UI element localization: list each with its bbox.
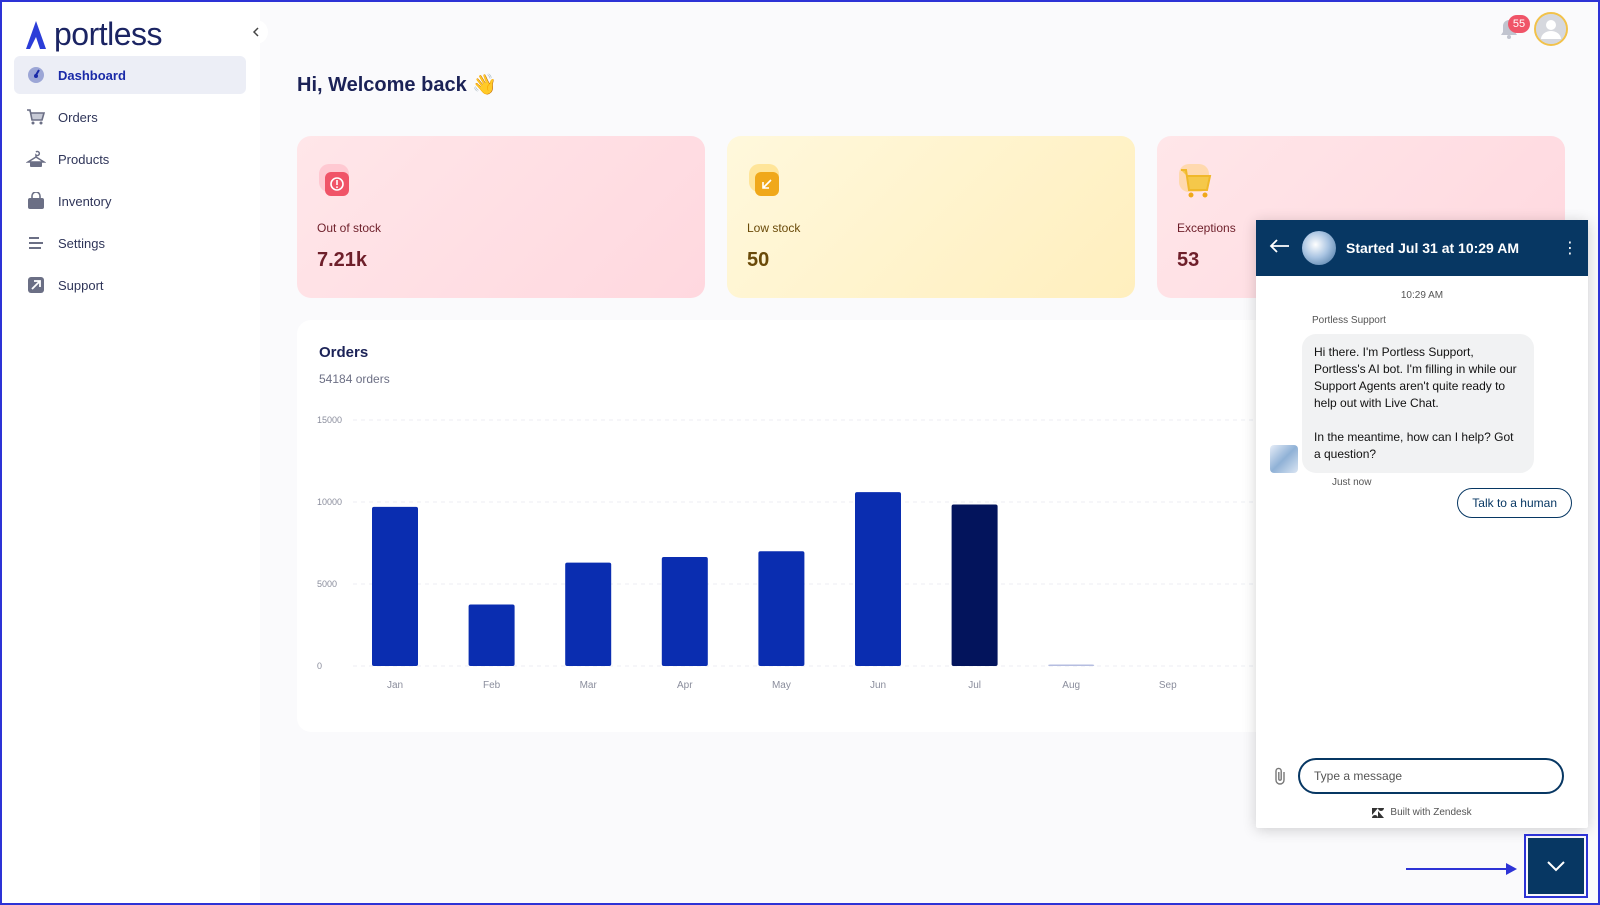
bag-icon [26, 191, 46, 211]
kpi-label: Exceptions [1177, 221, 1236, 235]
sliders-icon [26, 233, 46, 253]
message-time: Just now [1332, 477, 1372, 488]
sidebar-item-dashboard[interactable]: Dashboard [14, 56, 246, 94]
chat-toggle-highlight [1524, 834, 1588, 898]
x-tick-label: Feb [483, 680, 501, 691]
y-tick-label: 5000 [317, 579, 337, 589]
sidebar-item-label: Products [58, 151, 110, 167]
sidebar-nav: Dashboard Orders Products Inventory Sett… [14, 56, 246, 308]
x-tick-label: Jun [870, 680, 886, 691]
back-arrow-icon[interactable] [1268, 237, 1292, 260]
user-avatar[interactable] [1534, 12, 1568, 46]
sidebar-item-label: Dashboard [58, 67, 126, 83]
chat-sender: Portless Support [1312, 315, 1386, 326]
x-tick-label: Sep [1159, 680, 1177, 691]
sidebar-item-support[interactable]: Support [14, 266, 246, 304]
brand-logo[interactable]: portless [24, 16, 163, 53]
kpi-value: 53 [1177, 249, 1200, 271]
chat-message-input[interactable] [1298, 758, 1564, 794]
powered-by[interactable]: Built with Zendesk [1256, 807, 1588, 818]
bar-jan[interactable] [372, 506, 418, 666]
chat-message-row: Hi there. I'm Portless Support, Portless… [1256, 334, 1588, 473]
chat-title: Started Jul 31 at 10:29 AM [1346, 240, 1519, 256]
talk-to-human-button[interactable]: Talk to a human [1457, 488, 1572, 518]
chat-minimize-button[interactable] [1528, 838, 1584, 894]
x-tick-label: Aug [1062, 680, 1080, 691]
sidebar-item-products[interactable]: Products [14, 140, 246, 178]
zendesk-logo-icon [1372, 807, 1385, 818]
chevron-left-icon [252, 27, 259, 37]
chat-widget: Started Jul 31 at 10:29 AM ⋮ 10:29 AM Po… [1256, 220, 1588, 828]
brand-name: portless [54, 16, 163, 52]
more-vertical-icon[interactable]: ⋮ [1562, 240, 1578, 257]
x-tick-label: Jul [968, 680, 981, 691]
paperclip-icon[interactable] [1270, 765, 1290, 787]
powered-by-text: Built with Zendesk [1390, 807, 1472, 818]
collapse-sidebar-button[interactable] [244, 20, 268, 44]
notification-badge: 55 [1508, 15, 1530, 33]
cart-icon [26, 107, 46, 127]
x-tick-label: Mar [580, 680, 598, 691]
sidebar-item-settings[interactable]: Settings [14, 224, 246, 262]
user-icon [1536, 14, 1566, 44]
sidebar-item-inventory[interactable]: Inventory [14, 182, 246, 220]
sidebar-item-orders[interactable]: Orders [14, 98, 246, 136]
y-tick-label: 0 [317, 661, 322, 671]
notifications-button[interactable]: 55 [1498, 15, 1530, 41]
bar-mar[interactable] [565, 562, 612, 666]
kpi-value: 7.21k [317, 249, 368, 271]
pointer-arrow-icon [1406, 863, 1517, 875]
sidebar-item-label: Settings [58, 235, 105, 251]
orders-count: 54184 orders [319, 372, 390, 386]
kpi-card-out-of-stock[interactable]: Out of stock 7.21k [297, 136, 705, 298]
sidebar-item-label: Support [58, 277, 104, 293]
chat-header: Started Jul 31 at 10:29 AM ⋮ [1256, 220, 1588, 276]
sidebar-item-label: Inventory [58, 193, 112, 209]
cart-icon [1179, 164, 1212, 198]
kpi-value: 50 [747, 249, 770, 271]
x-tick-label: Apr [677, 680, 693, 691]
chevron-down-icon [1547, 861, 1565, 872]
gauge-icon [26, 65, 46, 85]
bar-may[interactable] [758, 551, 805, 666]
bar-aug[interactable] [1048, 664, 1095, 667]
chat-bubble: Hi there. I'm Portless Support, Portless… [1302, 334, 1534, 473]
alert-icon [319, 164, 349, 196]
orders-title: Orders [319, 344, 369, 361]
bar-apr[interactable] [661, 556, 708, 666]
orders-bar-chart: 0 5000 10000 15000 Jan Feb Mar Apr May Jun Jul Aug S… [317, 415, 1547, 691]
bar-jul[interactable] [951, 504, 998, 666]
x-tick-label: May [772, 680, 791, 691]
y-tick-label: 10000 [317, 497, 342, 507]
kpi-card-low-stock[interactable]: Low stock 50 [727, 136, 1135, 298]
arrow-up-right-icon [26, 275, 46, 295]
hanger-icon [26, 149, 46, 169]
portless-logo-icon [26, 20, 46, 49]
page-greeting: Hi, Welcome back 👋 [297, 74, 498, 96]
x-tick-label: Jan [387, 680, 403, 691]
chat-timestamp: 10:29 AM [1400, 290, 1444, 301]
kpi-label: Low stock [747, 221, 801, 235]
chat-input-row [1270, 758, 1564, 794]
arrow-down-left-icon [749, 164, 779, 196]
bot-avatar [1302, 231, 1336, 265]
y-tick-label: 15000 [317, 415, 342, 425]
sidebar-item-label: Orders [58, 109, 98, 125]
kpi-label: Out of stock [317, 221, 382, 235]
bot-thumbnail [1270, 445, 1298, 473]
bar-jun[interactable] [855, 492, 901, 666]
sidebar: portless Dashboard Orders Products Inven… [0, 0, 260, 905]
top-actions: 55 [1498, 12, 1568, 46]
bar-feb[interactable] [468, 604, 515, 667]
